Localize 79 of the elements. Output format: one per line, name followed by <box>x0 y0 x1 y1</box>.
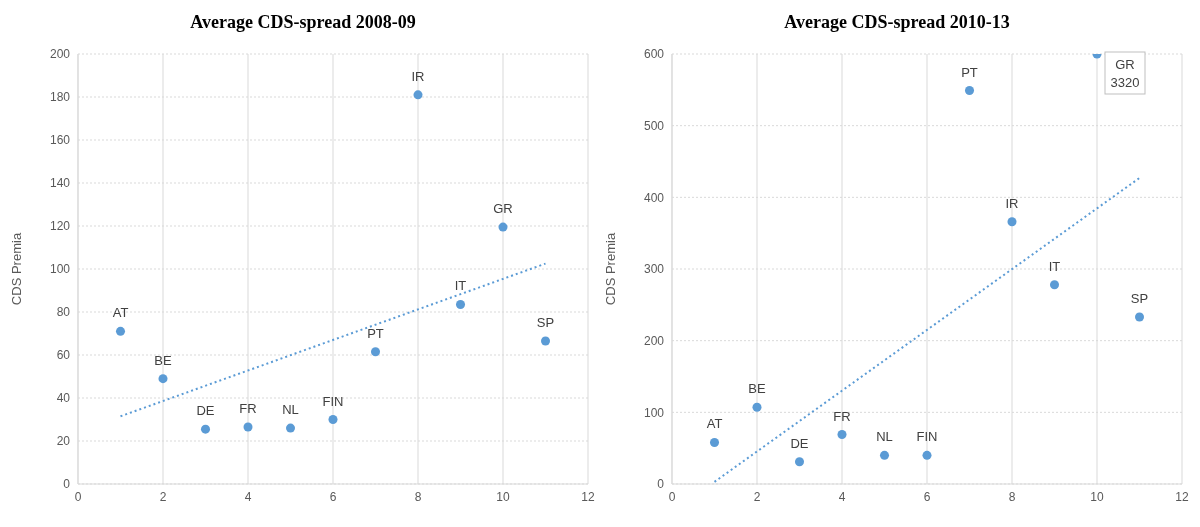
y-tick-label: 300 <box>643 262 665 277</box>
y-tick-label: 500 <box>643 118 665 133</box>
x-tick-label: 8 <box>1008 489 1016 504</box>
annotation: FR <box>239 401 257 417</box>
y-tick-label: 60 <box>56 348 71 363</box>
y-tick-label: 100 <box>643 405 665 420</box>
point <box>922 450 932 460</box>
y-tick-label: 600 <box>643 47 665 62</box>
annotation: NL <box>282 402 299 418</box>
annotation: NL <box>876 429 893 445</box>
x-tick-label: 2 <box>753 489 761 504</box>
annotation: IT <box>1048 258 1061 274</box>
y-tick-label: 400 <box>643 190 665 205</box>
point <box>752 402 762 412</box>
x-tick-label: 0 <box>74 489 82 504</box>
annotation: FIN <box>916 429 938 445</box>
x-tick-label: 10 <box>1090 489 1104 504</box>
annotation: IR <box>1005 195 1019 211</box>
annotation: FIN <box>322 393 344 409</box>
point <box>540 336 551 346</box>
x-tick-label: 10 <box>496 489 510 504</box>
x-tick-label: 8 <box>414 489 422 504</box>
annotation: AT <box>112 305 129 321</box>
annotation: SP <box>1130 291 1149 307</box>
y-tick-label: 80 <box>56 305 71 320</box>
y-axis-title: CDS Premia <box>8 232 24 306</box>
point <box>285 423 296 433</box>
y-tick-label: 180 <box>49 90 71 105</box>
annotation: BE <box>154 352 172 368</box>
annotation: IT <box>454 278 467 294</box>
y-tick-label: 200 <box>49 47 71 62</box>
annotation: SP <box>536 315 555 331</box>
y-tick-label: 140 <box>49 176 71 191</box>
point <box>837 430 847 440</box>
chart-title: Average CDS-spread 2008-09 <box>189 11 417 34</box>
x-tick-label: 6 <box>923 489 931 504</box>
annotation: GR 3320 <box>1110 57 1140 90</box>
point <box>200 424 211 434</box>
y-tick-label: 100 <box>49 262 71 277</box>
y-tick-label: 0 <box>63 477 71 492</box>
point <box>158 374 168 384</box>
x-tick-label: 4 <box>244 489 252 504</box>
point <box>709 437 720 447</box>
point <box>794 457 805 467</box>
y-tick-label: 0 <box>657 477 665 492</box>
annotation: DE <box>790 435 809 451</box>
point <box>115 326 126 336</box>
y-tick-label: 160 <box>49 133 71 148</box>
annotation: BE <box>748 381 766 397</box>
point <box>964 86 975 96</box>
point <box>413 90 423 100</box>
x-tick-label: 12 <box>1175 489 1189 504</box>
point <box>879 450 890 460</box>
y-tick-label: 20 <box>56 434 71 449</box>
point <box>370 347 381 357</box>
point <box>1134 312 1145 322</box>
x-tick-label: 0 <box>668 489 676 504</box>
point <box>328 414 338 425</box>
chart-title: Average CDS-spread 2010-13 <box>783 11 1011 34</box>
annotation: PT <box>961 64 978 80</box>
annotation: FR <box>833 408 851 424</box>
point <box>1007 217 1017 227</box>
x-tick-label: 6 <box>329 489 337 504</box>
point <box>498 222 508 232</box>
y-tick-label: 200 <box>643 333 665 348</box>
y-tick-label: 120 <box>49 219 71 234</box>
point <box>455 299 466 309</box>
annotation: IR <box>411 68 425 84</box>
y-tick-label: 40 <box>56 391 71 406</box>
x-tick-label: 12 <box>581 489 595 504</box>
annotation: AT <box>706 416 723 432</box>
annotation: DE <box>196 403 215 419</box>
point <box>1049 280 1060 290</box>
x-tick-label: 2 <box>159 489 167 504</box>
x-tick-label: 4 <box>838 489 846 504</box>
annotation: GR <box>493 201 513 217</box>
annotation: PT <box>367 325 384 341</box>
point <box>243 422 253 432</box>
y-axis-title: CDS Premia <box>602 232 618 306</box>
